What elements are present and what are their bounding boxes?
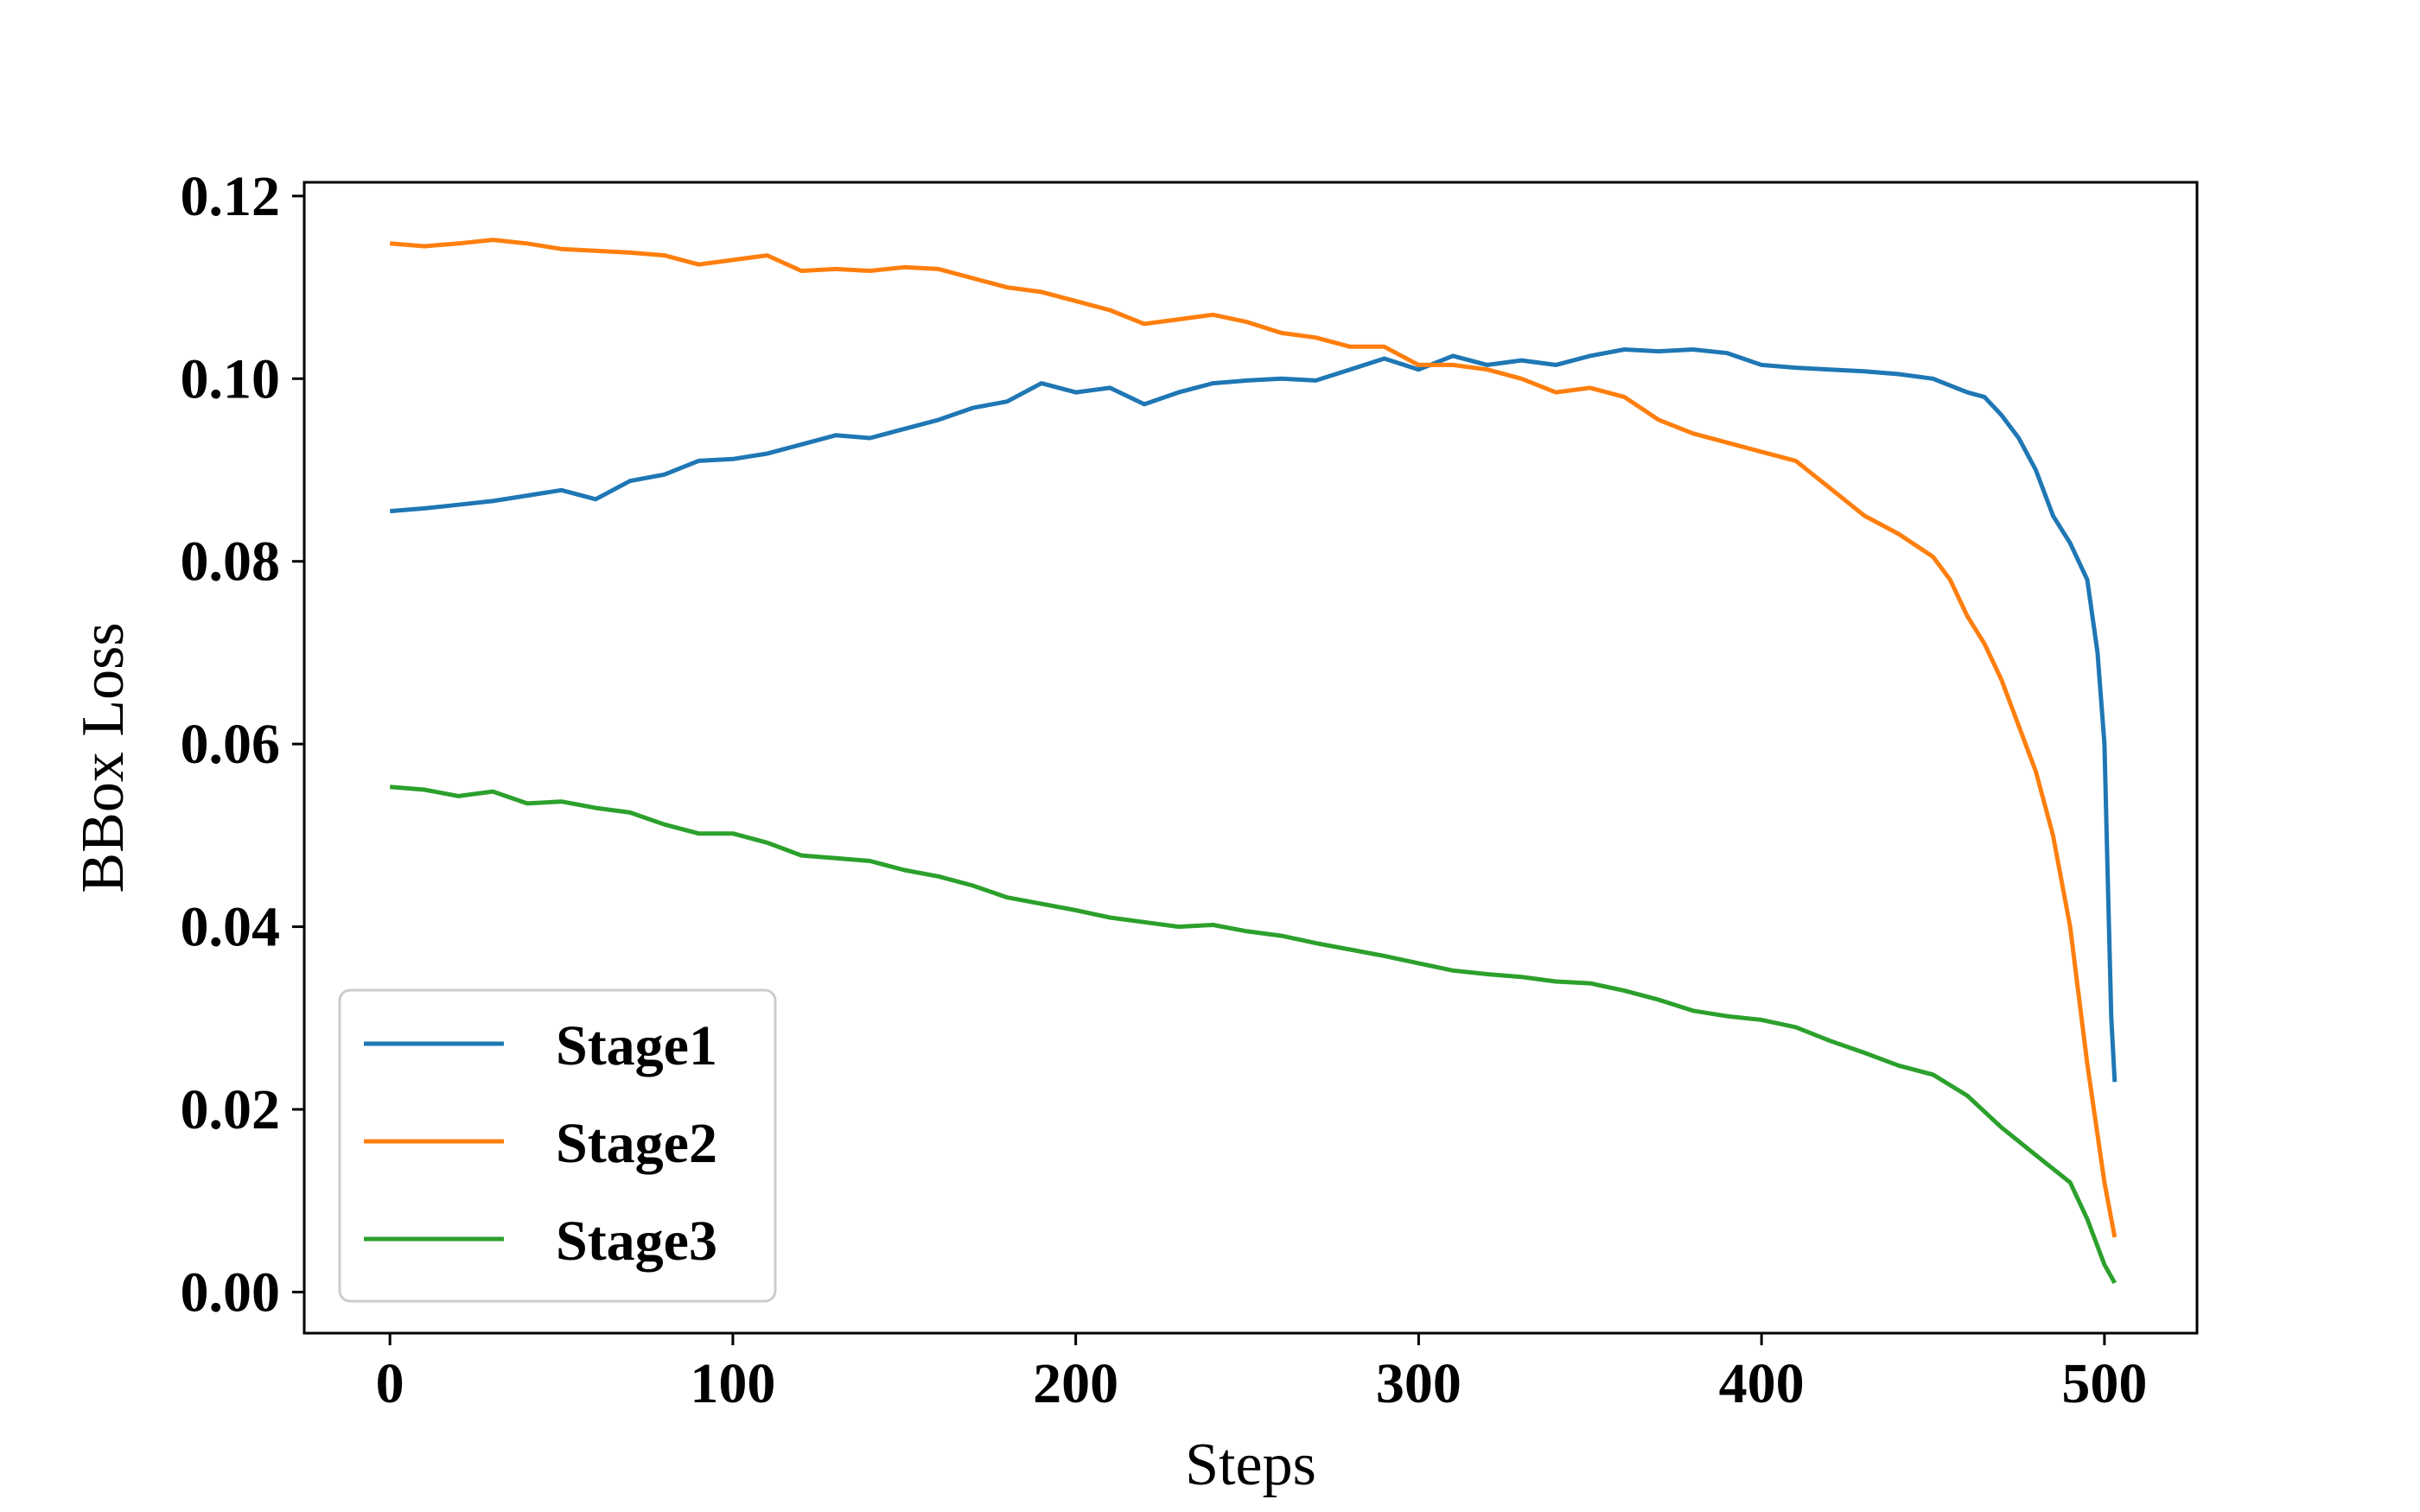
y-tick-label: 0.10	[181, 347, 281, 410]
x-tick-label: 300	[1376, 1352, 1462, 1415]
y-tick-label: 0.12	[181, 165, 281, 228]
series-line-stage3	[389, 785, 2117, 1285]
series-line-stage1	[389, 347, 2118, 1083]
x-tick-label: 200	[1033, 1352, 1118, 1415]
legend-label-stage3: Stage3	[556, 1210, 717, 1273]
plot-area-frame	[302, 181, 2199, 1335]
y-tick-label: 0.02	[181, 1078, 281, 1141]
y-axis-title: BBox Loss	[70, 622, 137, 893]
x-tick-label: 500	[2061, 1352, 2147, 1415]
y-tick-label: 0.08	[181, 530, 281, 594]
x-axis: 0 100 200 300 400 500	[376, 1333, 2147, 1415]
legend-label-stage2: Stage2	[556, 1112, 717, 1175]
y-axis: 0.00 0.02 0.04 0.06 0.08 0.10 0.12	[181, 165, 304, 1324]
x-tick-label: 0	[376, 1352, 404, 1415]
legend-label-stage1: Stage1	[556, 1014, 717, 1077]
series-layer	[389, 238, 2118, 1285]
y-tick-label: 0.04	[181, 896, 281, 959]
y-tick-label: 0.06	[181, 713, 281, 776]
legend-box	[338, 988, 777, 1303]
x-tick-label: 100	[690, 1352, 775, 1415]
x-axis-title: Steps	[1185, 1432, 1316, 1498]
y-tick-label: 0.00	[181, 1261, 281, 1324]
x-tick-label: 400	[1719, 1352, 1805, 1415]
series-line-stage2	[389, 238, 2118, 1238]
legend: Stage1 Stage2 Stage3	[338, 988, 777, 1303]
